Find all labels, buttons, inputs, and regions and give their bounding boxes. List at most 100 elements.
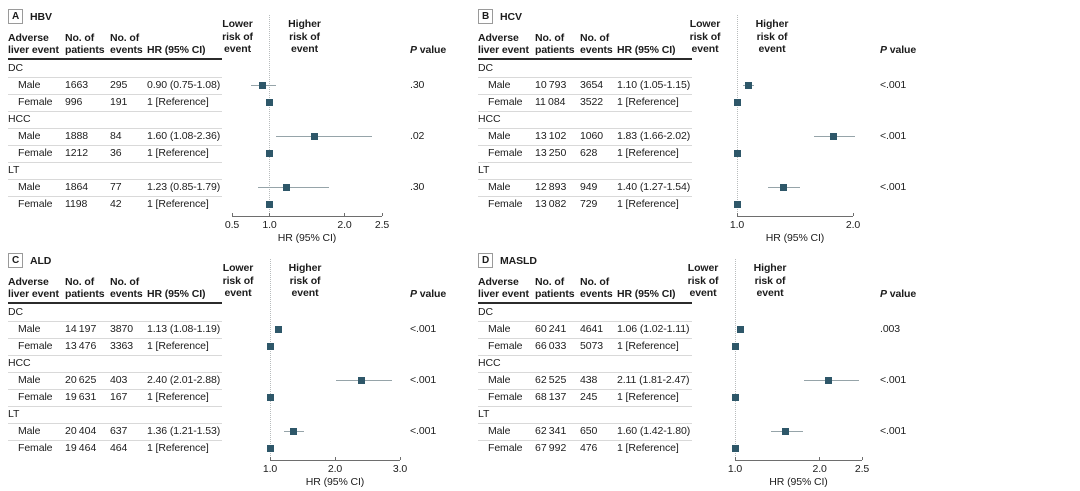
x-axis-line	[232, 216, 382, 217]
cell-events: 5073	[580, 340, 603, 352]
cell-patients: 13 102	[535, 130, 567, 142]
group-label: LT	[8, 408, 20, 420]
panel-header: C ALD	[8, 253, 51, 268]
axis-tick-label: 2.0	[812, 463, 827, 475]
hr-marker	[825, 377, 833, 384]
cell-patients: 20 625	[65, 374, 97, 386]
table-row: Female 1212 36 1 [Reference]	[6, 145, 241, 162]
cell-events: 476	[580, 442, 598, 454]
hr-marker	[357, 377, 365, 384]
table-row: Female 13 082 729 1 [Reference]	[476, 196, 711, 213]
table-row: Male 60 241 4641 1.06 (1.02-1.11)	[476, 321, 711, 338]
x-axis-label: HR (95% CI)	[305, 476, 365, 488]
table-row: Female 68 137 245 1 [Reference]	[476, 389, 711, 406]
row-separator	[478, 338, 692, 339]
cell-events: 949	[580, 181, 598, 193]
cell-hr-ci: 1 [Reference]	[147, 198, 209, 210]
panel-title: HCV	[500, 10, 522, 23]
cell-patients: 1198	[65, 198, 88, 210]
row-separator	[478, 389, 692, 390]
cell-hr-ci: 2.11 (1.81-2.47)	[617, 374, 690, 386]
axis-tick-label: 2.0	[845, 219, 861, 231]
group-label: HCC	[8, 113, 31, 125]
hr-marker	[258, 82, 266, 89]
p-value-column-header: P value	[880, 44, 917, 56]
row-separator	[478, 77, 692, 78]
column-header-adverse-liver-event: Adverse liver event	[8, 276, 59, 300]
x-axis-label: HR (95% CI)	[765, 232, 825, 244]
risk-label-lower: Lower risk of event	[222, 262, 254, 299]
cell-events: 637	[110, 425, 128, 437]
table-group-row: HCC	[6, 355, 241, 372]
cell-sex: Female	[18, 198, 53, 210]
table-group-row: DC	[476, 60, 711, 77]
row-separator	[478, 111, 692, 112]
reference-line	[269, 15, 270, 216]
cell-sex: Female	[488, 340, 523, 352]
row-separator	[478, 145, 692, 146]
table-row: Female 13 250 628 1 [Reference]	[476, 145, 711, 162]
hr-marker	[733, 201, 741, 208]
cell-events: 628	[580, 147, 598, 159]
cell-patients: 13 476	[65, 340, 97, 352]
row-separator	[8, 145, 222, 146]
row-separator	[8, 128, 222, 129]
axis-tick	[399, 457, 401, 460]
row-separator	[8, 338, 222, 339]
p-value: <.001	[880, 130, 907, 142]
axis-tick	[852, 213, 854, 216]
cell-sex: Male	[488, 130, 511, 142]
cell-events: 3363	[110, 340, 133, 352]
cell-events: 77	[110, 181, 122, 193]
risk-label-higher: Higher risk of event	[753, 262, 787, 299]
table-row: Male 12 893 949 1.40 (1.27-1.54)	[476, 179, 711, 196]
row-separator	[478, 128, 692, 129]
cell-events: 3870	[110, 323, 133, 335]
risk-label-lower: Lower risk of event	[687, 262, 719, 299]
axis-tick	[269, 457, 271, 460]
table-group-row: HCC	[6, 111, 241, 128]
group-label: DC	[8, 62, 23, 74]
column-header-hr-ci: HR (95% CI)	[617, 288, 676, 300]
axis-tick	[334, 457, 336, 460]
column-header-hr-ci: HR (95% CI)	[617, 44, 676, 56]
table-header-rule	[478, 302, 692, 304]
column-header-adverse-liver-event: Adverse liver event	[8, 32, 59, 56]
table-group-row: LT	[6, 162, 241, 179]
column-header-hr-ci: HR (95% CI)	[147, 44, 206, 56]
cell-events: 464	[110, 442, 128, 454]
cell-events: 167	[110, 391, 128, 403]
table-group-row: DC	[476, 304, 711, 321]
hr-marker	[733, 150, 741, 157]
x-axis-line	[270, 460, 400, 461]
panel-letter-badge: A	[8, 9, 23, 24]
axis-tick	[269, 213, 270, 216]
axis-tick-label: 3.0	[392, 463, 408, 475]
axis-tick-label: 1.0	[729, 219, 745, 231]
cell-patients: 19 631	[65, 391, 97, 403]
group-label: HCC	[478, 113, 501, 125]
cell-sex: Male	[488, 425, 511, 437]
group-label: HCC	[8, 357, 31, 369]
cell-sex: Male	[18, 323, 41, 335]
cell-sex: Female	[488, 198, 523, 210]
column-header-no-of-events: No. of events	[580, 276, 613, 300]
axis-tick	[819, 457, 821, 460]
row-separator	[8, 162, 222, 163]
row-separator	[478, 372, 692, 373]
hr-marker	[283, 184, 291, 191]
x-axis-line	[735, 460, 862, 461]
reference-line	[269, 259, 271, 460]
cell-sex: Female	[18, 391, 53, 403]
p-value: .02	[410, 130, 425, 142]
cell-patients: 13 250	[535, 147, 567, 159]
cell-hr-ci: 1.13 (1.08-1.19)	[147, 323, 221, 335]
table-row: Female 1198 42 1 [Reference]	[6, 196, 241, 213]
row-separator	[8, 196, 222, 197]
table-row: Male 20 404 637 1.36 (1.21-1.53)	[6, 423, 241, 440]
panel-header: B HCV	[478, 9, 522, 24]
cell-events: 42	[110, 198, 122, 210]
cell-patients: 60 241	[535, 323, 567, 335]
cell-hr-ci: 1.40 (1.27-1.54)	[617, 181, 691, 193]
